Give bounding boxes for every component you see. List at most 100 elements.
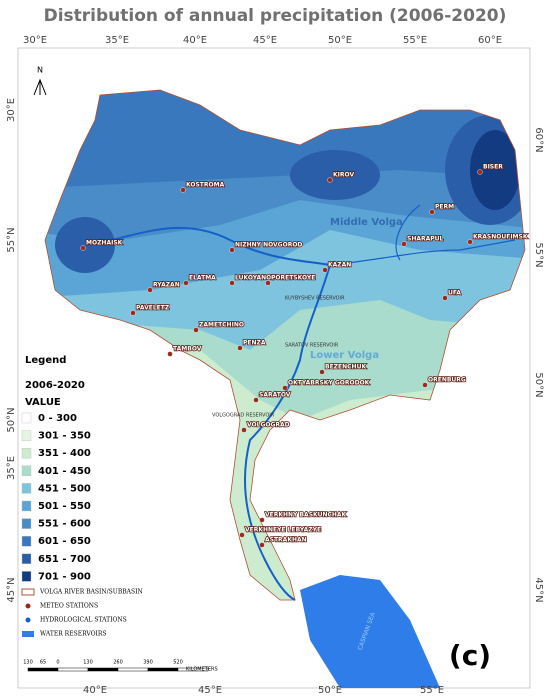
station-label: ORENBURG <box>428 377 466 384</box>
kama-river <box>329 204 516 266</box>
scale-unit: KILOMETERS <box>186 667 218 673</box>
meteo-station <box>477 169 483 175</box>
longitude-label: 40°E <box>183 35 207 46</box>
meteo-station <box>80 245 86 251</box>
legend-label: 601 - 650 <box>38 536 91 547</box>
scale-segment <box>87 667 119 672</box>
legend-swatch <box>21 483 32 494</box>
region-label: Middle Volga <box>330 217 403 228</box>
scale-segment <box>177 667 209 672</box>
symbol-label: VOLGA RIVER BASIN/SUBBASIN <box>39 589 143 596</box>
latitude-label: 45°N <box>6 577 17 602</box>
symbol <box>25 603 31 609</box>
station-label: PAVELETZ <box>136 305 170 312</box>
symbol <box>22 631 34 637</box>
station-label: SHARAPUL <box>407 236 444 243</box>
meteo-station <box>422 382 428 388</box>
station-label: KRASNOUFIMSK <box>473 234 528 241</box>
meteo-station <box>319 369 325 375</box>
scale-tick: 390 <box>143 660 153 666</box>
legend-title: Legend <box>25 355 66 366</box>
station-label: ASTRAKHAN <box>265 537 307 544</box>
legend-label: 501 - 550 <box>38 501 91 512</box>
meteo-station <box>327 177 333 183</box>
scale-tick: 260 <box>113 660 123 666</box>
scale-segment <box>147 667 179 672</box>
station-label: BEZENCHUK <box>325 364 366 371</box>
title: Distribution of annual precipitation (20… <box>44 6 507 26</box>
station-label: SARATOV <box>259 392 291 399</box>
meteo-station <box>167 351 173 357</box>
station-label: KIROV <box>333 172 354 179</box>
legend-swatch <box>21 571 32 582</box>
legend-field: VALUE <box>25 397 61 408</box>
latitude-label: 50°N <box>6 407 17 432</box>
longitude-label: 45°E <box>253 35 277 46</box>
station-label: PORETSKOYE <box>271 275 315 282</box>
station-label: OKTYABRSKY GORODOK <box>288 380 370 387</box>
meteo-station <box>229 280 235 286</box>
scale-tick: 130 <box>83 660 93 666</box>
caspian-sea <box>300 575 440 688</box>
scale-tick: 130 <box>23 660 33 666</box>
meteo-station <box>442 295 448 301</box>
zone <box>470 130 520 210</box>
reservoir-label: SARATOV RESERVOIR <box>285 343 339 349</box>
legend-swatch <box>21 553 32 564</box>
station-label: ELATMA <box>189 275 216 282</box>
station-label: VOLGOGRAD <box>247 422 290 429</box>
longitude-label: 50°E <box>328 35 352 46</box>
station-label: UFA <box>448 290 461 297</box>
meteo-station <box>259 517 265 523</box>
legend-swatch <box>21 518 32 529</box>
latitude-label: 45°N <box>533 577 544 602</box>
latitude-label: 50°N <box>533 372 544 397</box>
meteo-station <box>237 345 243 351</box>
station-label: PENZA <box>243 340 266 347</box>
meteo-station <box>229 247 235 253</box>
north-label: N <box>37 66 43 75</box>
longitude-label: 30°E <box>23 35 47 46</box>
legend-swatch <box>21 465 32 476</box>
panel-label: (c) <box>449 639 491 672</box>
station-label: NIZHNY NOVGOROD <box>235 242 302 249</box>
scale-segment <box>117 667 149 672</box>
station-label: LUKOYANOV <box>235 275 276 282</box>
legend-label: 401 - 450 <box>38 466 91 477</box>
longitude-label: 40°E <box>83 685 107 696</box>
station-label: KAZAN <box>328 262 351 269</box>
legend-swatch <box>21 412 32 424</box>
volga-river <box>89 226 332 601</box>
legend-period: 2006-2020 <box>25 380 85 391</box>
meteo-station <box>183 280 189 286</box>
latitude-label: 55°N <box>533 242 544 267</box>
legend-swatch <box>21 500 32 512</box>
north-arrow <box>33 78 47 96</box>
legend-label: 651 - 700 <box>38 554 91 565</box>
scale-tick: 520 <box>173 660 183 666</box>
symbol-label: METEO STATIONS <box>40 603 98 610</box>
station-label: PERM <box>435 204 454 211</box>
symbol-label: HYDROLOGICAL STATIONS <box>40 617 127 624</box>
station-label: TAMBOV <box>173 346 202 353</box>
scale-tick: 65 <box>40 660 46 666</box>
meteo-station <box>253 397 259 403</box>
longitude-label: 50°E <box>318 685 342 696</box>
latitude-label: 60°N <box>533 127 544 152</box>
longitude-label: 60°E <box>478 35 502 46</box>
basin-outline <box>44 89 526 601</box>
longitude-label: 55°E <box>403 35 427 46</box>
longitude-label: 55°E <box>420 685 444 696</box>
meteo-station <box>147 287 153 293</box>
meteo-station <box>265 280 271 286</box>
longitude-label: 35°E <box>105 35 129 46</box>
reservoir-label: VOLGOGRAD RESERVOIR <box>212 413 275 419</box>
station-label: ZAMETCHINO <box>199 322 244 329</box>
meteo-station <box>322 267 328 273</box>
station-label: KOSTROMA <box>186 182 225 189</box>
legend-label: 551 - 600 <box>38 519 91 530</box>
legend-label: 451 - 500 <box>38 483 91 494</box>
meteo-station <box>429 209 435 215</box>
latitude-label: 35°E <box>6 456 17 480</box>
legend-swatch <box>21 536 32 547</box>
